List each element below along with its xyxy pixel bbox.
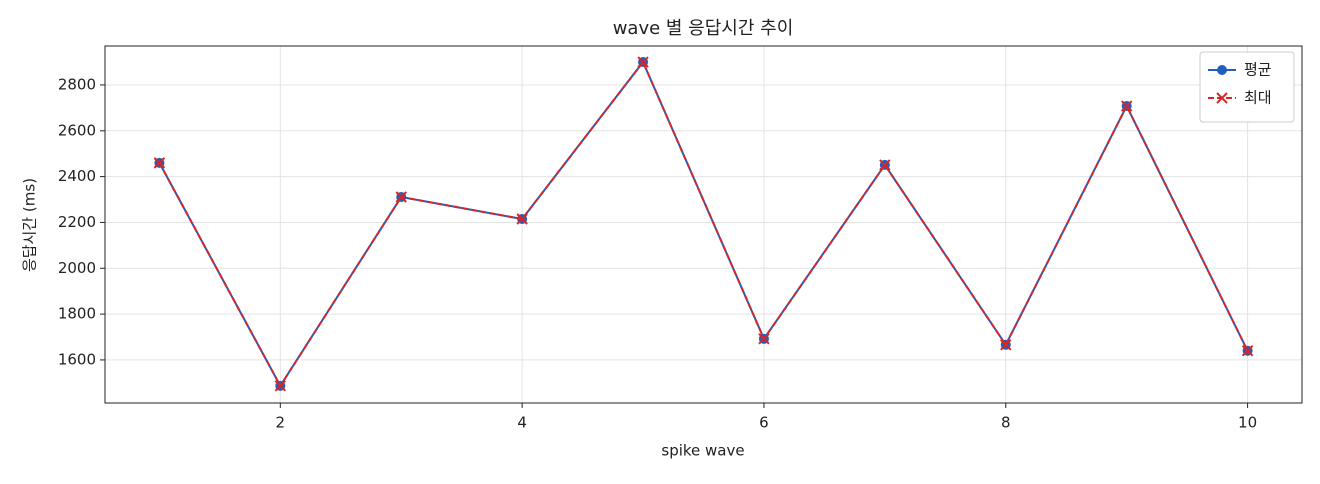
point <box>758 333 770 345</box>
point <box>516 213 528 225</box>
x-tick-label: 4 <box>517 414 527 432</box>
point <box>153 157 166 169</box>
x-tick-label: 10 <box>1238 414 1257 432</box>
point <box>879 159 891 171</box>
y-axis-label: 응답시간 (ms) <box>21 178 39 272</box>
legend-marker <box>1217 65 1227 75</box>
y-tick-label: 2400 <box>58 167 96 185</box>
y-tick-label: 1600 <box>58 350 96 368</box>
point <box>637 56 649 68</box>
line <box>158 60 1249 388</box>
plot-frame <box>104 45 1303 404</box>
x-tick-label: 2 <box>276 414 286 432</box>
point <box>1241 345 1254 357</box>
legend-marker <box>1216 92 1228 104</box>
x-tick-label: 8 <box>1001 414 1011 432</box>
point <box>1000 339 1012 351</box>
point <box>1120 100 1133 112</box>
chart-title: wave 별 응답시간 추이 <box>613 18 794 39</box>
y-tick-label: 1800 <box>58 305 96 323</box>
y-tick-label: 2000 <box>58 259 96 277</box>
point <box>395 191 407 203</box>
point <box>274 380 287 392</box>
y-tick-label: 2600 <box>58 121 96 139</box>
y-tick-label: 2800 <box>58 75 96 93</box>
y-tick-label: 2200 <box>58 213 96 231</box>
x-axis-label: spike wave <box>661 442 744 460</box>
legend-label: 평균 <box>1244 61 1272 79</box>
legend-label: 최대 <box>1244 89 1272 107</box>
x-tick-label: 6 <box>759 414 769 432</box>
